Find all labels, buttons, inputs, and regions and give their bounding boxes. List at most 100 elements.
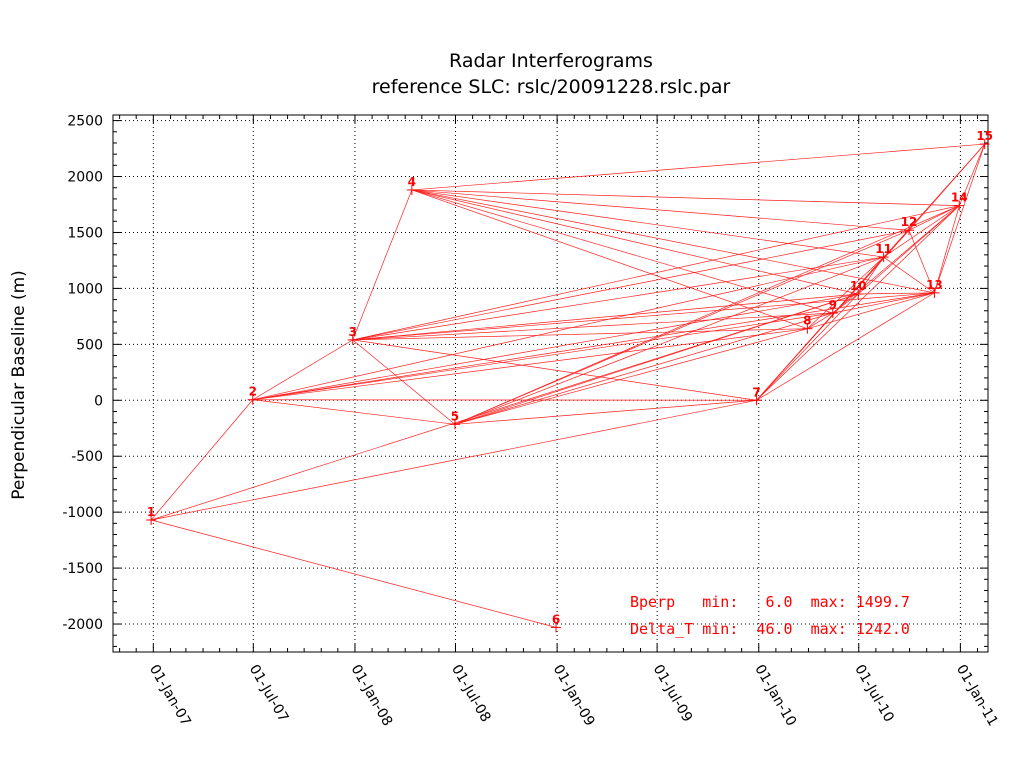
pair-line-2-9 <box>252 312 833 401</box>
pair-line-5-10 <box>454 293 859 425</box>
point-15: 15 <box>976 129 993 150</box>
point-9: 9 <box>827 298 838 319</box>
x-tick-label: 01-Jan-09 <box>550 662 598 729</box>
pair-line-3-12 <box>352 229 910 341</box>
point-label: 10 <box>850 279 867 293</box>
point-label: 15 <box>976 129 993 143</box>
annotation-bperp: Bperp min: 6.0 max: 1499.7 <box>630 593 910 611</box>
pair-line-10-13 <box>858 292 935 295</box>
point-label: 4 <box>408 175 416 189</box>
pair-line-2-5 <box>252 399 455 425</box>
pair-line-4-9 <box>411 189 833 314</box>
pair-line-11-12 <box>883 229 910 258</box>
pair-line-7-15 <box>756 143 985 401</box>
pair-line-1-2 <box>150 399 254 521</box>
pair-line-5-12 <box>454 229 910 425</box>
pair-line-7-14 <box>756 205 960 401</box>
pair-line-13-14 <box>934 205 960 293</box>
pair-line-4-14 <box>411 189 960 206</box>
chart-subtitle: reference SLC: rslc/20091228.rslc.par <box>372 76 731 98</box>
annotation-delta-t: Delta_T min: 46.0 max: 1242.0 <box>630 620 910 638</box>
x-tick-label: 01-Jan-07 <box>146 662 194 729</box>
pair-line-3-11 <box>352 256 884 341</box>
point-4: 4 <box>406 175 417 195</box>
pair-line-3-8 <box>352 328 808 341</box>
point-14: 14 <box>951 191 968 211</box>
pair-line-4-11 <box>411 189 884 258</box>
pair-line-4-12 <box>411 189 910 231</box>
point-5: 5 <box>449 409 460 430</box>
point-label: 8 <box>803 314 811 328</box>
pair-line-3-10 <box>352 293 859 341</box>
y-tick-label: -500 <box>71 449 103 465</box>
y-tick-label: 0 <box>94 393 103 409</box>
pair-line-2-7 <box>252 399 757 401</box>
x-tick-label: 01-Jan-10 <box>751 662 799 729</box>
pair-line-12-13 <box>908 230 935 294</box>
point-2: 2 <box>247 385 258 405</box>
pair-line-3-14 <box>352 205 960 341</box>
pair-line-9-14 <box>832 205 960 314</box>
point-label: 7 <box>752 385 760 399</box>
point-label: 9 <box>829 298 837 312</box>
pair-line-11-13 <box>883 256 935 294</box>
pair-line-1-6 <box>151 519 557 628</box>
chart-title: Radar Interferograms <box>449 50 653 72</box>
point-label: 2 <box>249 385 257 399</box>
pair-line-5-8 <box>454 328 808 425</box>
pair-line-9-13 <box>832 292 935 314</box>
pair-line-3-5 <box>352 339 456 425</box>
x-tick-label: 01-Jan-08 <box>347 662 395 729</box>
y-tick-label: -1500 <box>62 561 103 577</box>
pair-line-10-14 <box>857 205 960 295</box>
point-11: 11 <box>875 242 892 263</box>
pair-line-11-14 <box>883 205 960 258</box>
pair-line-10-11 <box>857 256 884 295</box>
x-tick-label: 01-Jul-07 <box>246 662 292 725</box>
x-tick-label: 01-Jul-09 <box>650 662 696 725</box>
pair-line-2-13 <box>252 292 935 401</box>
point-1: 1 <box>146 505 157 525</box>
point-6: 6 <box>551 612 562 633</box>
y-tick-label: 500 <box>76 337 103 353</box>
y-tick-label: 1500 <box>67 225 103 241</box>
pair-line-5-11 <box>454 256 884 425</box>
pair-line-5-14 <box>454 205 960 425</box>
point-13: 13 <box>926 278 943 298</box>
pair-line-8-9 <box>807 312 833 329</box>
pair-line-2-10 <box>252 293 859 401</box>
pair-line-1-7 <box>151 399 757 521</box>
y-tick-label: 2000 <box>67 170 103 186</box>
pair-line-3-7 <box>352 339 757 401</box>
y-axis-label: Perpendicular Baseline (m) <box>9 270 29 500</box>
point-label: 6 <box>552 612 560 626</box>
pair-line-2-3 <box>252 339 353 401</box>
pair-line-14-15 <box>958 143 986 206</box>
y-tick-label: 2500 <box>67 114 103 130</box>
point-label: 1 <box>147 505 155 519</box>
point-7: 7 <box>751 385 762 406</box>
pair-line-8-11 <box>807 256 884 329</box>
pair-line-2-11 <box>252 256 884 401</box>
pair-line-5-7 <box>454 399 757 425</box>
x-tick-label: 01-Jul-10 <box>851 662 897 725</box>
pair-line-4-13 <box>411 189 935 294</box>
y-tick-label: 1000 <box>67 281 103 297</box>
pair-line-4-10 <box>411 189 859 295</box>
x-tick-label: 01-Jan-11 <box>953 662 1001 729</box>
point-label: 14 <box>951 191 968 205</box>
point-10: 10 <box>850 279 867 299</box>
point-label: 11 <box>875 242 892 256</box>
point-label: 3 <box>349 325 357 339</box>
interferogram-pairs <box>150 143 986 628</box>
point-label: 13 <box>926 278 943 292</box>
pair-line-2-8 <box>252 328 808 401</box>
x-tick-label: 01-Jul-08 <box>448 662 494 725</box>
point-label: 12 <box>901 215 918 229</box>
point-label: 5 <box>451 409 459 423</box>
pair-line-8-13 <box>807 292 935 330</box>
point-3: 3 <box>347 325 358 345</box>
pair-line-1-10 <box>151 293 859 521</box>
pair-line-5-9 <box>454 312 833 425</box>
y-tick-label: -2000 <box>62 617 103 633</box>
